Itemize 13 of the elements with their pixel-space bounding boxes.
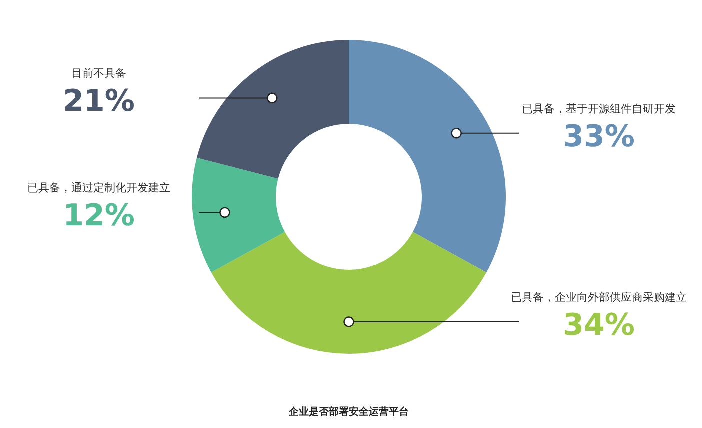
slice-label: 已具备，基于开源组件自研开发 xyxy=(522,102,676,116)
slice-label: 目前不具备 xyxy=(72,67,126,80)
slice-label: 已具备，企业向外部供应商采购建立 xyxy=(511,291,687,304)
data-label: 34% xyxy=(563,308,635,343)
donut-slice xyxy=(196,40,349,179)
donut-slice xyxy=(192,158,286,273)
data-label: 33% xyxy=(563,119,635,154)
donut-slice xyxy=(349,40,506,273)
slice-label: 已具备，通过定制化开发建立 xyxy=(28,182,170,195)
data-label: 21% xyxy=(63,84,135,120)
data-label: 12% xyxy=(63,198,135,234)
donut-slice xyxy=(211,232,487,354)
text: 企业是否部署安全运营平台 xyxy=(288,406,409,418)
